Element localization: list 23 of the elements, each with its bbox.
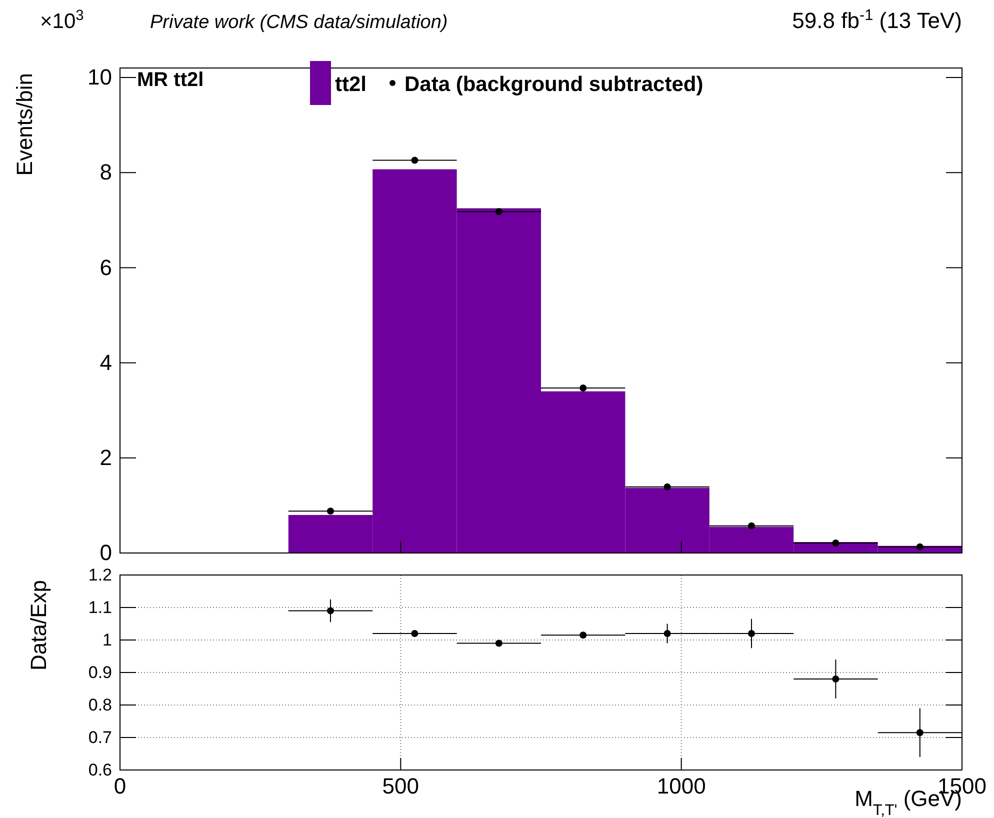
chart-title: Private work (CMS data/simulation) (150, 12, 448, 33)
annotation: MR tt2l (137, 69, 204, 91)
y-tick-label: 10 (88, 64, 112, 90)
y-tick-label: 1 (102, 630, 112, 650)
y-tick-label: 0 (100, 540, 112, 566)
text: ×10$^{3}$ (40, 8, 84, 33)
y-tick-label: 0.9 (88, 662, 112, 682)
y-tick-label: 8 (100, 160, 112, 185)
y-tick-label: 1.2 (88, 565, 112, 584)
y-tick-label: 0.6 (88, 760, 112, 780)
y-axis-title: Data/Exp (26, 580, 51, 670)
y-tick-label: 6 (100, 254, 112, 280)
y-axis-title: Events/bin (12, 73, 37, 176)
x-tick-label: 1000 (656, 774, 706, 799)
y-tick-label: 4 (100, 350, 112, 375)
legend-label: tt2l (335, 73, 366, 96)
y-tick-label: 2 (100, 444, 112, 470)
y-tick-label: 0.8 (88, 695, 112, 714)
chart-subtitle: 59.8 fb$^{-1}$ (13 TeV) (792, 6, 962, 33)
legend-label: Data (background subtracted) (404, 73, 704, 96)
y-tick-label: 1.1 (88, 598, 112, 617)
x-tick-label: 500 (382, 774, 420, 799)
y-tick-label: 0.7 (88, 728, 112, 747)
